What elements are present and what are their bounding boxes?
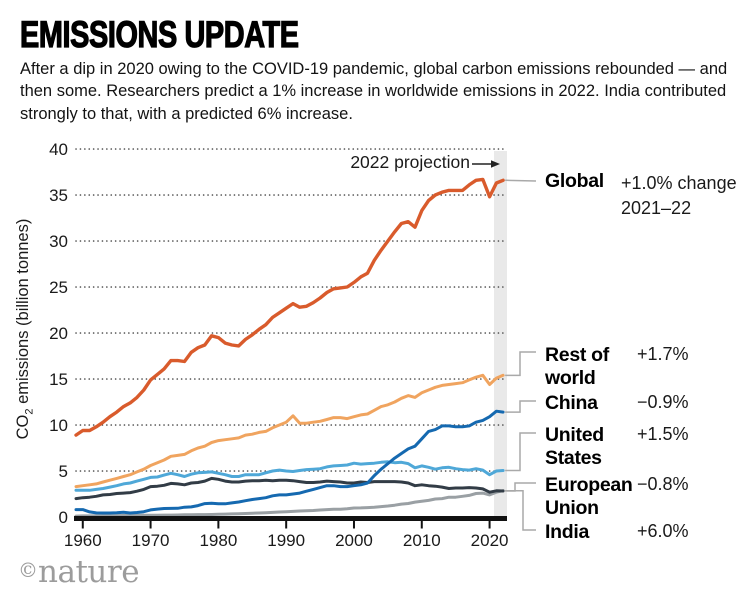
- svg-text:1970: 1970: [132, 531, 170, 550]
- series-change-global-line2: 2021–22: [621, 198, 692, 218]
- svg-text:2000: 2000: [335, 531, 373, 550]
- svg-text:40: 40: [49, 140, 68, 159]
- series-label-united-states: United States: [545, 424, 604, 469]
- series-change-india: +6.0%: [637, 521, 689, 541]
- series-label-rest-of-world: Rest of world: [545, 344, 609, 389]
- projection-annotation: 2022 projection: [350, 152, 470, 172]
- svg-text:2020: 2020: [471, 531, 509, 550]
- series-label-china: China: [545, 392, 598, 414]
- series-change-global: +1.0% change 2021–22: [621, 171, 737, 221]
- svg-text:2010: 2010: [403, 531, 441, 550]
- svg-text:5: 5: [59, 462, 68, 481]
- svg-text:20: 20: [49, 324, 68, 343]
- svg-text:30: 30: [49, 232, 68, 251]
- svg-text:0: 0: [59, 508, 68, 527]
- svg-text:25: 25: [49, 278, 68, 297]
- y-axis-label: CO2 emissions (billion tonnes): [14, 218, 36, 440]
- svg-text:1980: 1980: [199, 531, 237, 550]
- series-change-china: −0.9%: [637, 392, 689, 412]
- nature-credit: ©nature: [18, 554, 140, 590]
- series-change-global-line1: +1.0% change: [621, 173, 737, 193]
- page-title: EMISSIONS UPDATE: [19, 14, 299, 55]
- chart-subtitle: After a dip in 2020 owing to the COVID-1…: [20, 60, 728, 123]
- series-change-united-states: +1.5%: [637, 424, 689, 444]
- nature-wordmark: nature: [38, 554, 140, 590]
- svg-text:1990: 1990: [267, 531, 305, 550]
- series-change-rest-of-world: +1.7%: [637, 344, 689, 364]
- copyright-icon: ©: [18, 558, 38, 582]
- svg-text:15: 15: [49, 370, 68, 389]
- svg-text:1960: 1960: [64, 531, 102, 550]
- svg-text:10: 10: [49, 416, 68, 435]
- series-label-european-union: European Union: [545, 474, 633, 519]
- series-change-european-union: −0.8%: [637, 474, 689, 494]
- svg-text:35: 35: [49, 186, 68, 205]
- series-label-india: India: [545, 521, 590, 543]
- series-label-global: Global: [545, 170, 604, 192]
